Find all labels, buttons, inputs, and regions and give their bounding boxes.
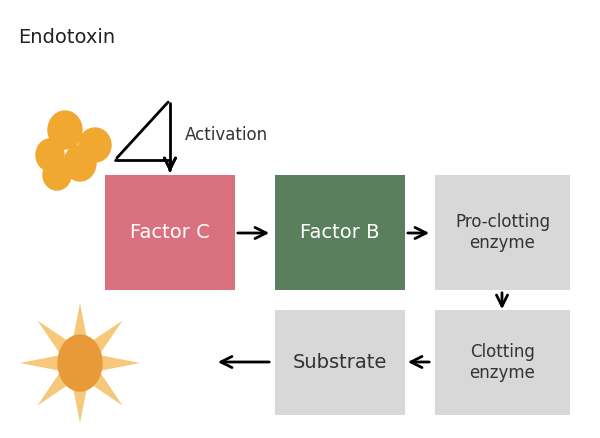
Ellipse shape [36, 139, 64, 171]
Ellipse shape [43, 160, 71, 190]
Text: Substrate: Substrate [293, 353, 387, 372]
Text: Activation: Activation [185, 126, 268, 144]
Ellipse shape [58, 335, 102, 391]
Text: Factor B: Factor B [300, 223, 380, 242]
Ellipse shape [48, 111, 82, 149]
Text: Factor C: Factor C [130, 223, 210, 242]
Text: Clotting
enzyme: Clotting enzyme [470, 343, 535, 382]
Ellipse shape [64, 145, 96, 181]
Text: Pro-clotting
enzyme: Pro-clotting enzyme [455, 213, 550, 252]
Ellipse shape [79, 128, 111, 162]
Polygon shape [20, 303, 140, 423]
FancyBboxPatch shape [275, 310, 405, 415]
FancyBboxPatch shape [275, 175, 405, 290]
FancyBboxPatch shape [435, 310, 570, 415]
FancyBboxPatch shape [105, 175, 235, 290]
FancyBboxPatch shape [435, 175, 570, 290]
Text: Endotoxin: Endotoxin [18, 28, 115, 47]
